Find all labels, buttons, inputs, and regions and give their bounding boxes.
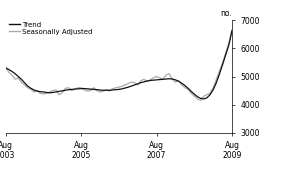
Text: no.: no. [220, 9, 232, 18]
Legend: Trend, Seasonally Adjusted: Trend, Seasonally Adjusted [9, 22, 93, 35]
